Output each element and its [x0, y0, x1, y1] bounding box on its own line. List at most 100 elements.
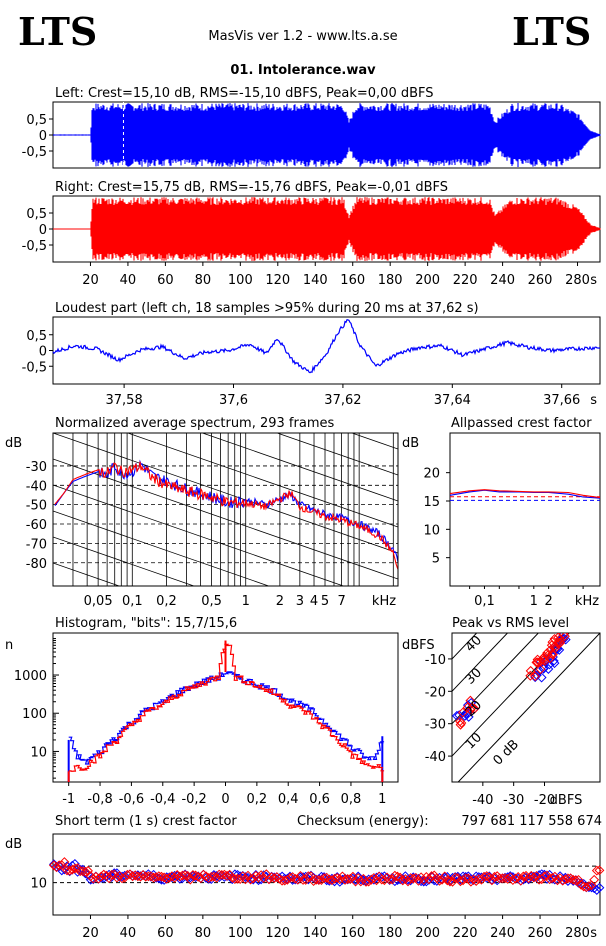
loudest-frame [52, 316, 601, 385]
peak_vs_rms-crest-line [452, 633, 509, 693]
loudest-x-tick: s [590, 393, 597, 408]
short_crest-x-tick: 140 [303, 926, 328, 941]
right-y-tick: 0,5 [26, 207, 47, 222]
right-x-tick: 100 [228, 273, 253, 288]
crest-y-tick: 10 [423, 523, 440, 538]
peak_vs_rms-crest-line [457, 633, 600, 782]
histogram-x-tick: -0,8 [87, 792, 112, 807]
short_crest-point-0 [473, 872, 484, 883]
left-y-tick: 0 [39, 129, 47, 144]
peak_vs_rms-point-0 [536, 672, 547, 683]
short_crest-checksum-label: Checksum (energy): [297, 814, 429, 829]
spectrum-series-1 [54, 461, 398, 570]
peak_vs_rms-ylabel: dBFS [402, 638, 435, 653]
spectrum-slope-line [53, 277, 398, 397]
short_crest-point-1 [342, 874, 353, 884]
peak_vs_rms-y-tick: -40 [425, 750, 446, 765]
peak_vs_rms-title: Peak vs RMS level [452, 616, 569, 631]
peak_vs_rms-crest-line [452, 633, 540, 725]
right-y-tick: -0,5 [22, 239, 47, 254]
spectrum-x-tick: 4 [310, 594, 318, 609]
crest-y-tick: 15 [423, 495, 440, 510]
short_crest-point-1 [452, 873, 463, 884]
short_crest-point-1 [583, 881, 594, 891]
short_crest-x-tick: 120 [265, 926, 290, 941]
short_crest-point-1 [591, 865, 602, 876]
histogram-x-tick: 1 [378, 792, 386, 807]
short_crest-point-1 [589, 874, 600, 885]
crest-y-tick: 20 [423, 467, 440, 482]
peak_vs_rms-point-0 [463, 700, 473, 711]
spectrum-slope-line [126, 433, 398, 528]
spectrum-x-tick: 1 [242, 594, 250, 609]
histogram-x-tick: 0,2 [247, 792, 268, 807]
file-name: 01. Intolerance.wav [230, 63, 376, 78]
peak_vs_rms-x-tick: -40 [472, 793, 493, 808]
peak_vs_rms-x-tick: -20 [534, 793, 555, 808]
right-x-tick: s [590, 273, 597, 288]
spectrum-slope-line [53, 510, 270, 586]
peak_vs_rms-point-1 [456, 718, 467, 728]
short_crest-point-1 [573, 874, 584, 885]
short_crest-point-1 [195, 873, 206, 884]
short_crest-point-1 [80, 866, 91, 877]
peak_vs_rms-point-1 [545, 644, 556, 655]
short_crest-point-1 [568, 874, 579, 885]
peak_vs_rms-point-1 [535, 664, 546, 675]
spectrum-x-tick: 5 [321, 594, 329, 609]
peak_vs_rms-y-tick: -20 [425, 685, 446, 700]
short_crest-x-tick: 20 [82, 926, 99, 941]
right-x-tick: 280 [565, 273, 590, 288]
spectrum-slope-line [53, 458, 398, 580]
loudest-x-tick: 37,62 [324, 393, 361, 408]
histogram-x-tick: 0 [221, 792, 229, 807]
short_crest-point-1 [486, 875, 497, 886]
short_crest-point-1 [594, 865, 605, 876]
short_crest-x-tick: 180 [378, 926, 403, 941]
short_crest-point-1 [114, 870, 125, 881]
short_crest-checksum-value: 797 681 117 558 674 [461, 814, 602, 829]
short_crest-x-tick: 240 [490, 926, 515, 941]
right-x-tick: 180 [378, 273, 403, 288]
short_crest-point-1 [389, 870, 400, 881]
loudest-y-tick: 0,5 [26, 329, 47, 344]
peak_vs_rms-xlabel: dBFS [550, 793, 583, 808]
peak_vs_rms-diag-label: 10 [463, 730, 485, 752]
short_crest-point-1 [295, 870, 306, 881]
peak_vs_rms-frame [451, 632, 601, 783]
short_crest-point-1 [229, 874, 240, 884]
spectrum-x-tick: 7 [337, 594, 345, 609]
histogram-x-tick: 0,4 [278, 792, 299, 807]
peak_vs_rms-diag-label: 0 dB [490, 737, 522, 769]
spectrum-x-tick: 2 [276, 594, 284, 609]
right-x-tick: 140 [303, 273, 328, 288]
left-title: Left: Crest=15,10 dB, RMS=-15,10 dBFS, P… [55, 86, 434, 101]
short_crest-point-1 [444, 876, 455, 887]
crest-x-tick: 1 [530, 594, 538, 609]
short_crest-point-1 [408, 873, 419, 884]
crest-series-1 [449, 489, 601, 499]
spectrum-x-tick: 0,1 [122, 594, 143, 609]
short_crest-point-1 [292, 874, 303, 885]
histogram-x-tick: 0,8 [341, 792, 362, 807]
spectrum-series-0 [54, 459, 398, 563]
peak_vs_rms-point-1 [554, 634, 565, 645]
short_crest-point-1 [521, 870, 531, 881]
spectrum-slope-line [53, 562, 121, 586]
short_crest-point-1 [570, 875, 581, 886]
peak_vs_rms-point-1 [457, 707, 468, 718]
histogram-x-tick: -0,2 [181, 792, 206, 807]
short_crest-point-1 [515, 875, 526, 886]
histogram-x-tick: -0,6 [119, 792, 144, 807]
loudest-x-tick: 37,66 [543, 393, 580, 408]
loudest-x-tick: 37,58 [106, 393, 143, 408]
right-y-tick: 0 [39, 223, 47, 238]
spectrum-x-tick: 0,5 [201, 594, 222, 609]
spectrum-frame [52, 432, 399, 587]
lts-logo-left: LTS [18, 9, 97, 54]
right-x-tick: 260 [528, 273, 553, 288]
crest-title: Allpassed crest factor [451, 416, 592, 431]
spectrum-slope-line [53, 433, 398, 554]
left-y-tick: -0,5 [22, 145, 47, 160]
short_crest-point-1 [313, 875, 324, 885]
